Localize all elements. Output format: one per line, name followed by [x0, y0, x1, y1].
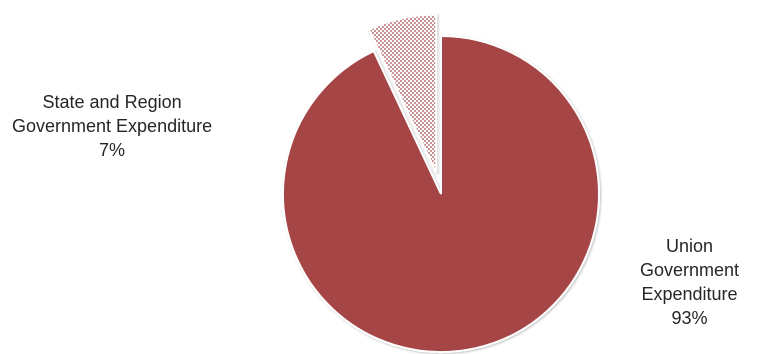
slice-label-line: Government	[640, 260, 740, 280]
slice-label-union-government-expenditure: Union Government Expenditure 93%	[640, 234, 739, 330]
pie-slice-union-government-expenditure	[282, 34, 600, 353]
pie-slices	[282, 13, 600, 353]
slice-percent-label: 93%	[671, 308, 708, 328]
slice-label-line: Union	[666, 236, 714, 256]
pie-slice-state-and-region-government-expenditure	[367, 13, 438, 173]
slice-label-line: Expenditure	[641, 284, 738, 304]
slice-label-state-and-region-government-expenditure: State and Region Government Expenditure …	[12, 90, 212, 162]
slice-label-line: Government Expenditure	[12, 116, 213, 136]
slice-percent-label: 7%	[99, 140, 126, 160]
slice-label-line: State and Region	[42, 92, 182, 112]
